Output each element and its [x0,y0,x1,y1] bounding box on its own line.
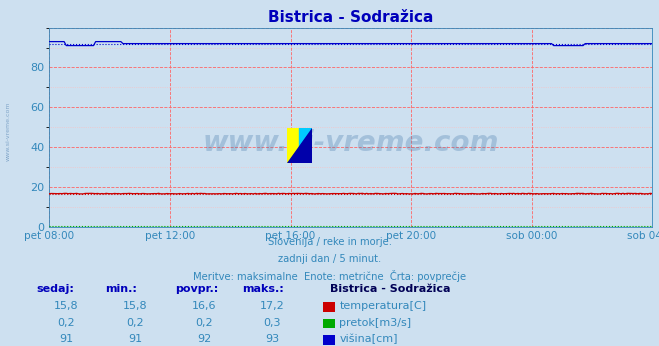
Title: Bistrica - Sodražica: Bistrica - Sodražica [268,10,434,25]
Text: 91: 91 [128,334,142,344]
Text: maks.:: maks.: [243,284,284,294]
Bar [299,128,312,163]
Bar [287,128,299,163]
Text: pretok[m3/s]: pretok[m3/s] [339,318,411,328]
Text: sedaj:: sedaj: [36,284,74,294]
Text: min.:: min.: [105,284,137,294]
Text: 15,8: 15,8 [53,301,78,311]
Text: www.si-vreme.com: www.si-vreme.com [6,102,11,161]
Text: povpr.:: povpr.: [175,284,218,294]
Polygon shape [287,128,312,163]
Text: Slovenija / reke in morje.: Slovenija / reke in morje. [268,237,391,247]
Text: 91: 91 [59,334,73,344]
Text: 17,2: 17,2 [260,301,285,311]
Text: Meritve: maksimalne  Enote: metrične  Črta: povprečje: Meritve: maksimalne Enote: metrične Črta… [193,270,466,282]
Text: višina[cm]: višina[cm] [339,334,398,344]
Text: 15,8: 15,8 [123,301,148,311]
Text: 0,2: 0,2 [196,318,213,328]
Text: zadnji dan / 5 minut.: zadnji dan / 5 minut. [278,254,381,264]
Text: temperatura[C]: temperatura[C] [339,301,426,311]
Text: 0,3: 0,3 [264,318,281,328]
Text: 0,2: 0,2 [57,318,74,328]
Text: 0,2: 0,2 [127,318,144,328]
Text: www.si-vreme.com: www.si-vreme.com [203,129,499,157]
Text: 92: 92 [197,334,212,344]
Text: 16,6: 16,6 [192,301,217,311]
Text: Bistrica - Sodražica: Bistrica - Sodražica [330,284,450,294]
Text: 93: 93 [265,334,279,344]
